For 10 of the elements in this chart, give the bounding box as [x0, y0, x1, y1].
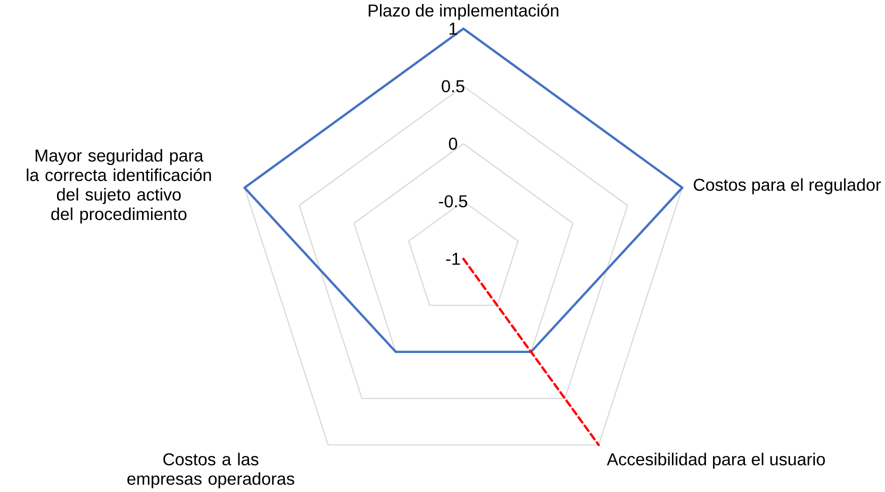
- y-tick-label: -1: [446, 252, 460, 265]
- spoke-label: Costos para el regulador: [694, 178, 881, 194]
- spoke-label: Plazo de implementación: [368, 4, 558, 20]
- y-tick-label: 1: [450, 22, 458, 35]
- y-tick-label: -0.5: [439, 195, 468, 208]
- spoke-label: Costos a las empresas operadoras: [127, 452, 294, 488]
- spoke-label: Mayor seguridad para la correcta identificación del sujeto activo del procedimiento: [26, 148, 211, 224]
- y-tick-label: 0.5: [442, 80, 464, 92]
- y-tick-label: 0: [448, 138, 458, 150]
- spoke-label: Accesibilidad para el usuario: [606, 452, 825, 469]
